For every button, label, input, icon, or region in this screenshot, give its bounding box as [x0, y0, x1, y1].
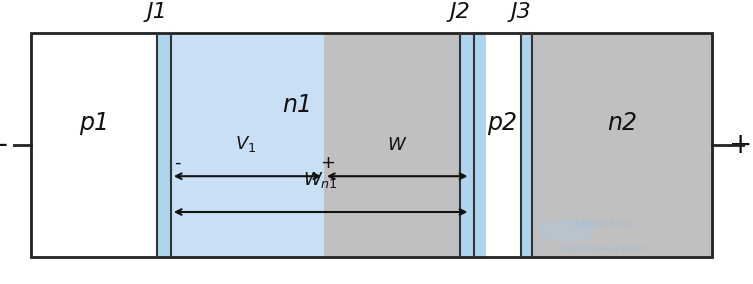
- Bar: [474, 33, 486, 257]
- Text: J2: J2: [450, 2, 471, 22]
- Text: n2: n2: [607, 110, 637, 135]
- Text: n1: n1: [282, 93, 312, 117]
- Bar: [532, 33, 712, 257]
- Bar: [324, 33, 460, 257]
- Text: J1: J1: [147, 2, 168, 22]
- Circle shape: [539, 220, 595, 241]
- Text: J3: J3: [511, 2, 532, 22]
- Text: -: -: [175, 154, 181, 172]
- Bar: [32, 33, 157, 257]
- Text: +: +: [729, 131, 752, 159]
- Bar: [32, 33, 712, 257]
- Bar: [521, 33, 532, 257]
- Bar: [486, 33, 521, 257]
- Text: -: -: [0, 131, 8, 159]
- Text: +: +: [320, 154, 335, 172]
- Text: p2: p2: [487, 110, 517, 135]
- Text: $W_{n1}$: $W_{n1}$: [303, 170, 338, 190]
- Text: p1: p1: [79, 110, 109, 135]
- Text: intellect.icu: intellect.icu: [572, 219, 633, 229]
- Text: $V_1$: $V_1$: [235, 134, 257, 154]
- Bar: [157, 33, 171, 257]
- Bar: [460, 33, 474, 257]
- Text: Искусственный разум: Искусственный разум: [558, 244, 646, 253]
- Text: $W$: $W$: [387, 136, 407, 154]
- Bar: [171, 33, 324, 257]
